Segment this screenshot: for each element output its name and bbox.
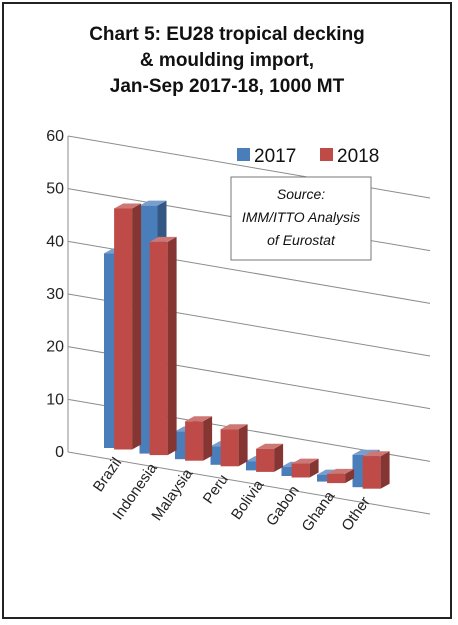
bar-2018-peru-side — [238, 424, 248, 467]
bar-2018-brazil-front — [114, 208, 133, 450]
bar-2018-bolivia-side — [274, 443, 284, 472]
y-tick-label-1: 10 — [46, 391, 64, 408]
bar-2018-ghana-front — [327, 473, 346, 484]
bar-2018-gabon-top — [291, 458, 319, 464]
bar-2017-gabon-front — [281, 466, 300, 476]
category-label-gabon: Gabon — [263, 483, 303, 530]
legend-swatch-2017 — [237, 148, 250, 161]
bar-2018-peru-top — [220, 424, 248, 430]
bar-2018-peru — [220, 424, 248, 467]
bar-2018-malaysia-side — [203, 416, 213, 461]
bar-2017-ghana-front — [317, 474, 335, 482]
bar-2018-brazil-side — [132, 203, 142, 450]
bar-2018-bolivia-top — [256, 443, 284, 449]
chart-title-line-1: Chart 5: EU28 tropical decking — [89, 24, 365, 45]
bar-2018-indonesia-top — [149, 236, 177, 242]
bar-2018-gabon-front — [291, 463, 310, 478]
category-label-ghana: Ghana — [299, 488, 339, 535]
source-annotation: Source: IMM/ITTO Analysis of Eurostat — [230, 176, 372, 261]
y-tick-label-5: 50 — [46, 181, 64, 198]
legend-label-2017: 2017 — [254, 146, 296, 167]
category-label-brazil: Brazil — [90, 455, 125, 495]
bar-2017-bolivia-front — [246, 461, 264, 471]
bar-2018-ghana-top — [327, 468, 355, 474]
y-tick-label-6: 60 — [46, 128, 64, 145]
bar-2018-indonesia — [149, 236, 177, 456]
bar-2018-malaysia-top — [185, 416, 213, 422]
gridline-0 — [67, 451, 431, 515]
source-line-1: Source: — [277, 186, 325, 202]
tick-layer: 0 10 20 30 40 50 60 — [46, 128, 64, 461]
bar-2018-ghana-side — [345, 468, 355, 484]
y-tick-label-4: 40 — [46, 233, 64, 250]
bar-2018-other — [362, 451, 390, 489]
y-tick-label-0: 0 — [55, 444, 64, 461]
bar-2018-brazil — [114, 203, 142, 450]
bar-2018-ghana — [327, 468, 355, 484]
bar-2018-indonesia-side — [167, 236, 177, 456]
chart-title-line-2: & moulding import, — [139, 50, 315, 71]
legend: 2017 2018 — [237, 146, 379, 167]
bar-2018-other-side — [380, 451, 390, 489]
y-tick-label-2: 20 — [46, 339, 64, 356]
y-tick-label-3: 30 — [46, 286, 64, 303]
source-box — [230, 176, 372, 261]
bar-layer — [104, 200, 390, 489]
bar-2018-bolivia-front — [256, 448, 275, 472]
bar-2018-malaysia — [185, 416, 213, 461]
chart-title: Chart 5: EU28 tropical decking & mouldin… — [0, 22, 454, 100]
category-label-other: Other — [338, 494, 373, 534]
bar-2018-indonesia-front — [149, 241, 168, 456]
bar-2018-malaysia-front — [185, 421, 204, 461]
bar-2018-other-top — [362, 451, 390, 457]
bar-2018-peru-front — [220, 429, 239, 467]
category-label-bolivia: Bolivia — [228, 476, 268, 522]
category-label-peru: Peru — [200, 471, 232, 507]
bar-2018-other-front — [362, 456, 381, 489]
bar-2018-gabon — [291, 458, 319, 478]
source-line-3: of Eurostat — [267, 232, 336, 248]
legend-label-2018: 2018 — [337, 146, 379, 167]
bar-2017-indonesia-top — [139, 200, 167, 206]
chart-frame — [2, 2, 452, 619]
bar-2018-brazil-top — [114, 203, 142, 209]
bar-2018-gabon-side — [309, 458, 319, 478]
legend-swatch-2018 — [320, 148, 333, 161]
chart-title-line-3: Jan-Sep 2017-18, 1000 MT — [109, 76, 345, 97]
bar-2018-bolivia — [256, 443, 284, 472]
source-line-2: IMM/ITTO Analysis — [242, 209, 360, 225]
